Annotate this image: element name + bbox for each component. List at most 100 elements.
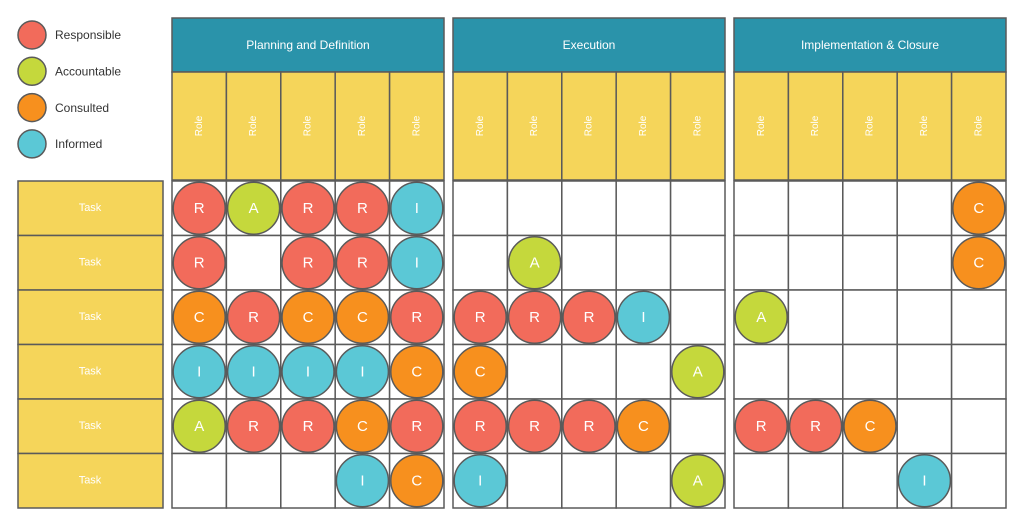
raci-letter: R (248, 418, 259, 435)
task-label: Task (79, 366, 102, 378)
task-cell (17, 452, 164, 509)
role-cell (334, 71, 391, 181)
task-cell (17, 180, 164, 237)
raci-letter: I (922, 473, 926, 490)
raci-circle (335, 454, 390, 508)
legend-label: Consulted (55, 101, 109, 115)
raci-circle (952, 181, 1006, 235)
role-label: Role (638, 115, 649, 136)
raci-circle (226, 290, 281, 344)
matrix-cell (842, 180, 898, 237)
matrix-cell (669, 234, 726, 291)
raci-circle (453, 454, 507, 508)
matrix-cell (225, 452, 282, 509)
raci-letter: R (194, 255, 205, 272)
role-label: Role (692, 115, 703, 136)
role-label: Role (303, 115, 314, 136)
raci-circle (335, 345, 390, 399)
matrix-cell (452, 234, 509, 291)
role-label: Role (248, 115, 259, 136)
matrix-cell (896, 234, 953, 291)
raci-circle (226, 345, 281, 399)
raci-letter: C (357, 418, 368, 435)
matrix-cell (787, 180, 844, 237)
role-label: Role (810, 115, 821, 136)
raci-circle (952, 236, 1006, 290)
task-cell (17, 234, 164, 291)
task-cell (17, 289, 164, 346)
raci-letter: I (360, 364, 364, 381)
raci-circle (616, 290, 671, 344)
legend-label: Informed (55, 137, 102, 151)
raci-circle (335, 236, 390, 290)
raci-circle (172, 290, 226, 344)
raci-letter: R (475, 418, 486, 435)
raci-letter: R (756, 418, 767, 435)
matrix-cell (506, 180, 563, 237)
matrix-cell (506, 452, 563, 509)
raci-letter: A (693, 473, 703, 490)
raci-letter: C (638, 418, 649, 435)
raci-letter: C (303, 309, 314, 326)
raci-letter: C (411, 364, 422, 381)
raci-circle (226, 181, 281, 235)
raci-circle (281, 181, 335, 235)
role-label: Role (865, 115, 876, 136)
raci-letter: A (756, 309, 766, 326)
matrix-cell (669, 180, 726, 237)
raci-letter: C (865, 418, 876, 435)
matrix-cell (950, 452, 1007, 509)
matrix-cell (733, 343, 790, 400)
role-cell (225, 71, 282, 181)
matrix-cell (896, 180, 953, 237)
raci-letter: C (973, 255, 984, 272)
matrix-cell (733, 452, 790, 509)
matrix-cell (615, 452, 672, 509)
raci-letter: R (529, 418, 540, 435)
raci-circle (453, 345, 507, 399)
raci-circle (335, 181, 390, 235)
raci-circle (897, 454, 952, 508)
raci-circle (788, 399, 843, 453)
raci-circle (843, 399, 897, 453)
role-cell (561, 71, 617, 181)
legend-label: Accountable (55, 64, 121, 78)
matrix-cell (615, 234, 672, 291)
raci-circle (507, 399, 562, 453)
task-label: Task (79, 420, 102, 432)
matrix-cell (842, 343, 898, 400)
raci-letter: R (411, 309, 422, 326)
phase-title: Execution (563, 38, 616, 52)
role-cell (896, 71, 953, 181)
raci-circle (390, 454, 444, 508)
matrix-cell (733, 234, 790, 291)
matrix-cell (842, 452, 898, 509)
role-cell (950, 71, 1007, 181)
matrix-cell (733, 180, 790, 237)
role-label: Role (475, 115, 486, 136)
matrix-cell (669, 398, 726, 455)
raci-letter: A (249, 200, 259, 217)
task-label: Task (79, 311, 102, 323)
matrix-cell (615, 343, 672, 400)
raci-circle (390, 181, 444, 235)
task-label: Task (79, 257, 102, 269)
phase-header (171, 17, 445, 73)
raci-letter: R (584, 418, 595, 435)
matrix-cell (171, 452, 228, 509)
raci-letter: C (973, 200, 984, 217)
raci-letter: R (357, 255, 368, 272)
raci-letter: R (194, 200, 205, 217)
legend-label: Responsible (55, 28, 121, 42)
raci-circle (281, 236, 335, 290)
matrix-cell (669, 289, 726, 346)
matrix-cell (896, 343, 953, 400)
raci-letter: C (411, 473, 422, 490)
legend-dot (17, 129, 47, 159)
raci-circle (562, 399, 616, 453)
matrix-cell (842, 234, 898, 291)
role-label: Role (584, 115, 595, 136)
raci-circle (390, 399, 444, 453)
matrix-cell (561, 180, 617, 237)
